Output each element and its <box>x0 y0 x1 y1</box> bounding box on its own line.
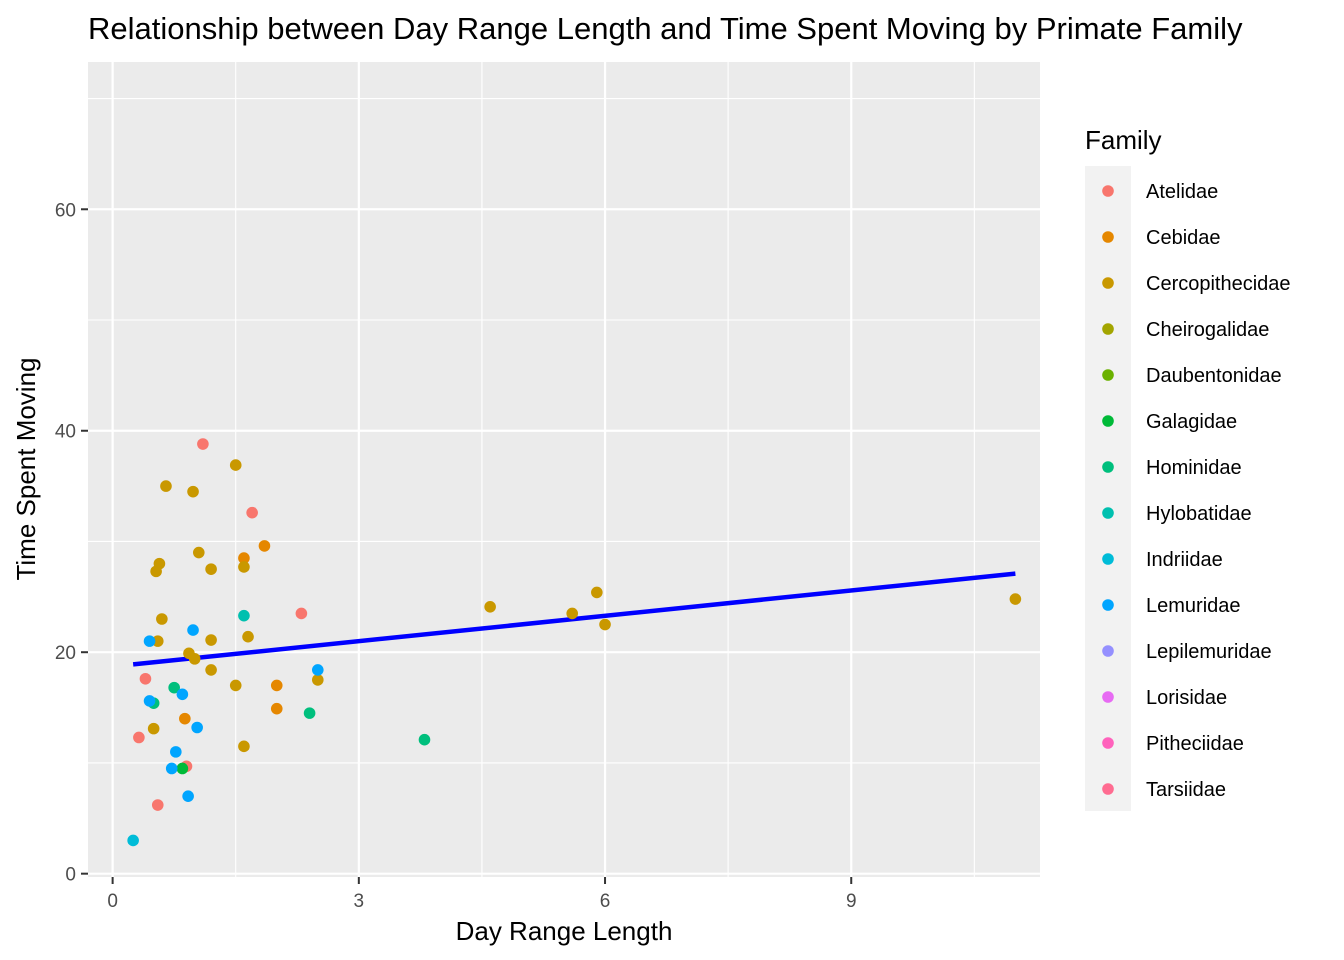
data-point <box>192 546 205 559</box>
minor-gridlines <box>88 62 1040 877</box>
data-point <box>599 618 611 631</box>
data-point <box>188 653 201 665</box>
x-tick-label: 0 <box>107 891 118 912</box>
data-point <box>133 731 145 744</box>
data-point <box>303 707 316 719</box>
axes: 0 3 6 9 0 20 40 60 <box>55 200 857 912</box>
data-point <box>270 679 283 692</box>
plot-panel <box>88 62 1040 877</box>
legend-label: Galagidae <box>1146 411 1237 433</box>
legend-key <box>1102 691 1114 703</box>
data-point <box>165 762 178 775</box>
legend-key <box>1102 369 1114 381</box>
data-point <box>418 733 431 746</box>
y-tick-label: 60 <box>55 200 76 221</box>
data-point <box>238 609 250 622</box>
legend-label: Lorisidae <box>1146 687 1227 709</box>
legend-key <box>1102 185 1114 197</box>
data-point <box>168 681 180 694</box>
legend-label: Pitheciidae <box>1146 733 1244 755</box>
data-point <box>176 762 189 775</box>
data-point <box>566 607 579 620</box>
legend-key <box>1102 645 1114 657</box>
x-axis-title: Day Range Length <box>456 916 673 946</box>
legend-title: Family <box>1085 125 1162 155</box>
data-point <box>187 485 199 498</box>
legend-key <box>1102 277 1114 289</box>
data-point <box>238 740 250 753</box>
data-point <box>1009 593 1022 605</box>
legend-key <box>1102 415 1114 427</box>
data-point <box>238 561 250 573</box>
y-axis-title: Time Spent Moving <box>11 357 41 580</box>
legend-key <box>1102 323 1114 335</box>
data-point <box>295 607 308 620</box>
legend-key <box>1102 599 1114 611</box>
data-point <box>127 834 139 847</box>
data-point <box>246 506 258 519</box>
data-point <box>270 702 283 715</box>
y-tick-label: 40 <box>55 422 76 443</box>
data-point <box>205 634 217 646</box>
legend-label: Lemuridae <box>1146 595 1241 617</box>
legend-label: Indriidae <box>1146 549 1223 571</box>
data-point <box>205 563 217 575</box>
legend-key <box>1102 553 1114 565</box>
trend-line <box>132 571 1016 667</box>
data-point <box>179 712 191 725</box>
data-point <box>191 721 203 734</box>
data-point <box>591 586 603 599</box>
legend-key <box>1102 737 1114 749</box>
y-tick-label: 20 <box>55 643 76 664</box>
data-point <box>170 746 182 758</box>
y-tick-label: 0 <box>65 865 76 886</box>
data-points <box>127 438 1022 847</box>
legend-items: Atelidae Cebidae Cercopithecidae Cheirogali… <box>1102 181 1291 801</box>
legend-key <box>1102 783 1114 795</box>
data-point <box>242 630 254 643</box>
data-point <box>311 664 324 676</box>
trend-line-group <box>132 571 1016 667</box>
data-point <box>176 688 189 701</box>
legend-label: Daubentonidae <box>1146 365 1282 387</box>
data-point <box>147 722 160 735</box>
legend-label: Hylobatidae <box>1146 503 1252 525</box>
data-point <box>156 613 168 625</box>
legend-key <box>1102 231 1114 243</box>
data-point <box>182 790 194 802</box>
data-point <box>229 679 242 692</box>
legend-label: Hominidae <box>1146 457 1242 479</box>
data-point <box>151 799 164 811</box>
legend: Family Atelidae Cebidae Cercopithecidae Che… <box>1085 125 1291 811</box>
legend-label: Cercopithecidae <box>1146 273 1291 295</box>
x-tick-label: 6 <box>600 891 611 912</box>
data-point <box>143 635 156 647</box>
chart-title: Relationship between Day Range Length an… <box>88 11 1243 46</box>
legend-label: Cheirogalidae <box>1146 319 1269 341</box>
legend-label: Lepilemuridae <box>1146 641 1272 663</box>
x-tick-label: 9 <box>846 891 857 912</box>
data-point <box>139 672 152 685</box>
data-point <box>150 565 162 578</box>
legend-key <box>1102 507 1114 519</box>
legend-key-background <box>1085 166 1131 811</box>
legend-label: Tarsiidae <box>1146 779 1226 801</box>
data-point <box>258 540 271 552</box>
data-point <box>187 624 199 636</box>
x-tick-label: 3 <box>354 891 365 912</box>
data-point <box>311 674 324 686</box>
data-point <box>205 664 217 676</box>
data-point <box>229 459 242 471</box>
data-point <box>151 635 164 647</box>
data-point <box>238 552 250 564</box>
legend-label: Cebidae <box>1146 227 1221 249</box>
legend-label: Atelidae <box>1146 181 1218 203</box>
data-point <box>160 480 172 492</box>
data-point <box>143 695 156 707</box>
data-point <box>484 601 496 613</box>
data-point <box>197 438 209 450</box>
legend-key <box>1102 461 1114 473</box>
